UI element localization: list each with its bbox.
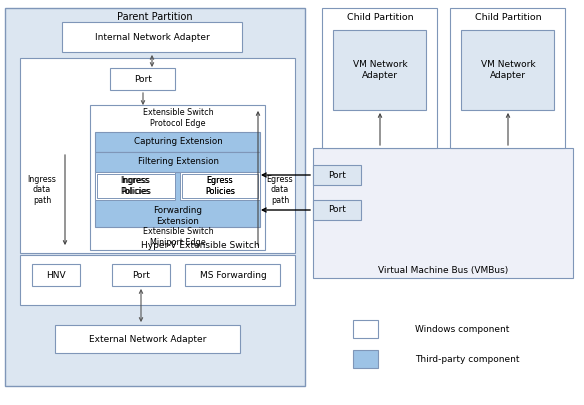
Bar [95,172,260,227]
Bar [461,30,554,110]
Text: HNV: HNV [46,271,66,279]
Bar [313,148,573,278]
Bar [353,350,378,368]
Bar [20,255,295,305]
Text: Virtual Machine Bus (VMBus): Virtual Machine Bus (VMBus) [378,266,508,275]
Bar [90,105,265,250]
Text: Filtering Extension: Filtering Extension [137,158,218,166]
Bar [95,172,175,200]
Text: Hyper-V Extensible Switch: Hyper-V Extensible Switch [141,241,259,249]
Bar [5,8,305,386]
Text: Third-party component: Third-party component [415,354,520,364]
Text: External Network Adapter: External Network Adapter [89,335,207,343]
Bar [322,8,437,148]
Text: Ingress
Policies: Ingress Policies [120,176,150,196]
Text: Egress
data
path: Egress data path [267,175,293,205]
Text: Windows component: Windows component [415,324,509,333]
Text: Parent Partition: Parent Partition [117,12,193,22]
Text: Port: Port [328,205,346,215]
Bar [110,68,175,90]
Text: Port: Port [132,271,150,279]
Text: Ingress
data
path: Ingress data path [27,175,57,205]
Text: MS Forwarding: MS Forwarding [200,271,266,279]
Text: Port: Port [328,171,346,179]
Bar [450,8,565,148]
Bar [32,264,80,286]
Bar [55,325,240,353]
Bar [95,152,260,172]
Bar [20,58,295,253]
Bar [95,132,260,152]
Text: Egress
Policies: Egress Policies [205,176,235,196]
Bar [62,22,242,52]
Text: Port: Port [134,75,152,83]
Text: Ingress
Policies: Ingress Policies [121,176,151,196]
Text: VM Network
Adapter: VM Network Adapter [353,60,407,80]
Bar [182,174,258,198]
Bar [313,165,361,185]
Text: Child Partition: Child Partition [475,13,541,23]
Bar [333,30,426,110]
Bar [353,320,378,338]
Text: Internal Network Adapter: Internal Network Adapter [95,32,210,41]
Bar [185,264,280,286]
Text: VM Network
Adapter: VM Network Adapter [481,60,536,80]
Text: Extensible Switch
Miniport Edge: Extensible Switch Miniport Edge [142,227,213,247]
Bar [313,200,361,220]
Text: Egress
Policies: Egress Policies [205,176,235,196]
Bar [112,264,170,286]
Bar [180,172,260,200]
Bar [97,174,175,198]
Text: Forwarding
Extension: Forwarding Extension [154,206,203,226]
Text: Capturing Extension: Capturing Extension [134,138,223,147]
Text: Child Partition: Child Partition [347,13,413,23]
Text: Extensible Switch
Protocol Edge: Extensible Switch Protocol Edge [142,108,213,128]
